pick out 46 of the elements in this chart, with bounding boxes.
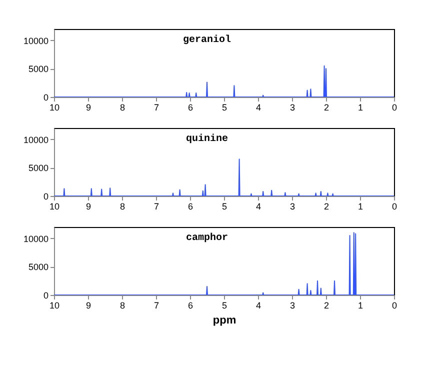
x-tick-label: 6 (188, 102, 194, 112)
y-tick-label: 10000 (23, 234, 48, 244)
y-tick-label: 10000 (23, 134, 48, 145)
x-tick-label: 5 (222, 300, 228, 310)
x-tick-label: 9 (86, 102, 92, 112)
x-tick-label: 9 (86, 300, 92, 310)
x-tick-label: 2 (324, 102, 330, 112)
x-tick-label: 10 (49, 300, 60, 310)
y-tick-label: 5000 (28, 262, 48, 272)
x-tick-label: 3 (290, 300, 296, 310)
x-tick-label: 3 (290, 202, 296, 212)
x-tick-label: 0 (392, 300, 398, 310)
x-tick-label: 10 (49, 102, 60, 112)
x-tick-label: 5 (222, 102, 228, 112)
x-tick-label: 9 (86, 202, 92, 212)
x-tick-label: 0 (392, 202, 398, 212)
y-tick-label: 5000 (28, 163, 48, 174)
y-tick-label: 0 (43, 290, 48, 300)
x-tick-label: 8 (120, 300, 126, 310)
x-axis-title: ppm (212, 314, 236, 326)
x-tick-label: 6 (188, 300, 194, 310)
x-tick-label: 7 (154, 202, 160, 212)
x-tick-label: 1 (358, 300, 364, 310)
y-tick-label: 10000 (23, 36, 48, 46)
x-tick-label: 10 (49, 202, 60, 212)
x-tick-label: 3 (290, 102, 296, 112)
x-tick-label: 7 (154, 300, 160, 310)
x-tick-label: 2 (324, 300, 330, 310)
text: camphor (186, 232, 228, 244)
text: geraniol (182, 34, 232, 46)
x-tick-label: 8 (120, 102, 126, 112)
x-tick-label: 7 (154, 102, 160, 112)
y-tick-label: 5000 (28, 64, 48, 74)
x-tick-label: 1 (358, 102, 364, 112)
x-tick-label: 2 (324, 202, 330, 212)
x-tick-label: 0 (392, 102, 398, 112)
x-tick-label: 1 (358, 202, 364, 212)
x-tick-label: 4 (256, 202, 262, 212)
x-tick-label: 8 (120, 202, 126, 212)
y-tick-label: 0 (43, 92, 48, 102)
x-tick-label: 4 (256, 300, 262, 310)
y-tick-label: 0 (43, 192, 48, 202)
x-tick-label: 6 (188, 202, 194, 212)
x-tick-label: 4 (256, 102, 262, 112)
text: quinine (186, 133, 228, 145)
x-tick-label: 5 (222, 202, 228, 212)
